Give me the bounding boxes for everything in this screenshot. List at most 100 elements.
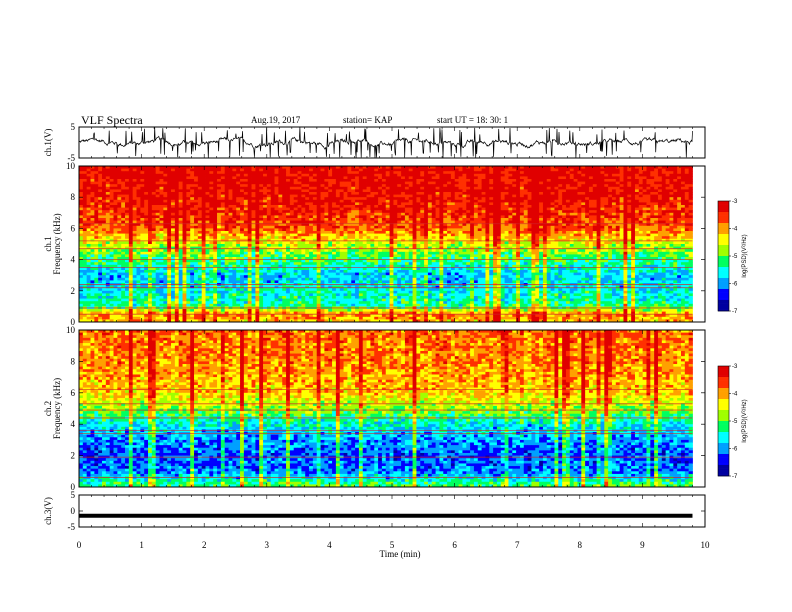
ch1-spectrogram-cell	[229, 234, 233, 237]
ch1-spectrogram-cell	[305, 176, 309, 179]
ch1-spectrogram-cell	[152, 228, 156, 231]
ch1-spectrogram-cell	[79, 210, 83, 213]
ch1-spectrogram-cell	[386, 213, 390, 216]
ch1-spectrogram-cell	[190, 239, 194, 242]
ch1-spectrogram-cell	[623, 228, 627, 231]
ch1-spectrogram-cell	[635, 179, 639, 182]
ch1-spectrogram-cell	[167, 205, 171, 208]
ch1-spectrogram-cell	[535, 200, 539, 203]
ch1-spectrogram-cell	[87, 208, 91, 211]
ch1-spectrogram-cell	[229, 184, 233, 187]
ch1-spectrogram-cell	[278, 239, 282, 242]
ch1-spectrogram-cell	[524, 231, 528, 234]
ch1-spectrogram-cell	[213, 176, 217, 179]
ch1-spectrogram-cell	[386, 187, 390, 190]
ch1-spectrogram-cell	[209, 174, 213, 177]
ch1-spectrogram-cell	[209, 244, 213, 247]
ch1-spectrogram-cell	[252, 192, 256, 195]
ch1-spectrogram-cell	[597, 241, 601, 244]
ch1-spectrogram-cell	[436, 213, 440, 216]
ch1-spectrogram-cell	[409, 182, 413, 185]
ch1-spectrogram-cell	[347, 176, 351, 179]
ch1-spectrogram-cell	[489, 239, 493, 242]
ch1-spectrogram-cell	[221, 221, 225, 224]
ch1-spectrogram-cell	[106, 239, 110, 242]
ch1-spectrogram-cell	[167, 184, 171, 187]
ch1-spectrogram-cell	[163, 221, 167, 224]
ch1-spectrogram-cell	[497, 218, 501, 221]
ch1-spectrogram-cell	[98, 210, 102, 213]
ch1-spectrogram-cell	[110, 228, 114, 231]
ch1-spectrogram-cell	[79, 241, 83, 244]
ch1-spectrogram-cell	[485, 215, 489, 218]
ch1-spectrogram-cell	[409, 231, 413, 234]
ch1-spectrogram-cell	[190, 221, 194, 224]
ch1-spectrogram-cell	[497, 213, 501, 216]
ch1-spectrogram-cell	[424, 228, 428, 231]
ch1-spectrogram-cell	[589, 200, 593, 203]
ch1-spectrogram-cell	[290, 184, 294, 187]
ch1-spectrogram-cell	[620, 182, 624, 185]
ch1-spectrogram-cell	[271, 176, 275, 179]
ch1-spectrogram-cell	[79, 184, 83, 187]
ch1-spectrogram-cell	[462, 176, 466, 179]
ch1-spectrogram-cell	[137, 226, 141, 229]
ch1-spectrogram-cell	[324, 184, 328, 187]
ch1-spectrogram-cell	[462, 182, 466, 185]
ch1-spectrogram-cell	[328, 197, 332, 200]
ch1-spectrogram-cell	[148, 213, 152, 216]
ch1-spectrogram-cell	[432, 208, 436, 211]
ch1-spectrogram-cell	[505, 179, 509, 182]
ch1-spectrogram-cell	[585, 171, 589, 174]
ch1-spectrogram-cell	[309, 195, 313, 198]
ch1-spectrogram-cell	[577, 174, 581, 177]
ch1-spectrogram-cell	[669, 169, 673, 172]
ch1-spectrogram-cell	[551, 239, 555, 242]
ch1-spectrogram-cell	[194, 226, 198, 229]
ch1-spectrogram-cell	[497, 176, 501, 179]
ch1-spectrogram-cell	[275, 187, 279, 190]
ch1-spectrogram-cell	[321, 228, 325, 231]
ch1-spectrogram-cell	[482, 231, 486, 234]
ch1-spectrogram-cell	[317, 226, 321, 229]
ch1-spectrogram-cell	[620, 179, 624, 182]
ch1-spectrogram-cell	[462, 241, 466, 244]
ch1-spectrogram-cell	[497, 200, 501, 203]
ch1-spectrogram-cell	[328, 200, 332, 203]
ch1-spectrogram-cell	[493, 213, 497, 216]
ch1-spectrogram-cell	[428, 213, 432, 216]
ch1-spectrogram-cell	[528, 231, 532, 234]
ch1-spectrogram-cell	[455, 210, 459, 213]
ch1-spectrogram-cell	[382, 208, 386, 211]
ch1-spectrogram-cell	[524, 241, 528, 244]
ch1-spectrogram-cell	[186, 236, 190, 239]
ch1-spectrogram-cell	[121, 179, 125, 182]
ch1-spectrogram-cell	[470, 184, 474, 187]
ch1-spectrogram-cell	[313, 215, 317, 218]
ch1-spectrogram-cell	[681, 169, 685, 172]
ch1-spectrogram-cell	[328, 202, 332, 205]
ch1-spectrogram-cell	[290, 218, 294, 221]
ch1-spectrogram-cell	[604, 192, 608, 195]
ch1-spectrogram-cell	[209, 179, 213, 182]
ch1-spectrogram-cell	[681, 213, 685, 216]
ch1-spectrogram-cell	[110, 189, 114, 192]
ch1-spectrogram-cell	[267, 192, 271, 195]
ch1-spectrogram-cell	[466, 210, 470, 213]
ch1-spectrogram-cell	[87, 234, 91, 237]
ch1-spectrogram-cell	[409, 174, 413, 177]
ch1-spectrogram-cell	[666, 184, 670, 187]
ch1-spectrogram-cell	[493, 200, 497, 203]
ch1-spectrogram-cell	[125, 218, 129, 221]
ch1-spectrogram-cell	[508, 226, 512, 229]
ch1-spectrogram-cell	[478, 171, 482, 174]
ch1-spectrogram-cell	[351, 176, 355, 179]
ch1-spectrogram-cell	[290, 244, 294, 247]
ch1-spectrogram-cell	[635, 234, 639, 237]
ch1-spectrogram-cell	[455, 236, 459, 239]
ch1-spectrogram-cell	[252, 231, 256, 234]
ch1-spectrogram-cell	[359, 215, 363, 218]
ch1-spectrogram-cell	[129, 176, 133, 179]
ch1-spectrogram-cell	[677, 221, 681, 224]
ch1-spectrogram-cell	[505, 231, 509, 234]
